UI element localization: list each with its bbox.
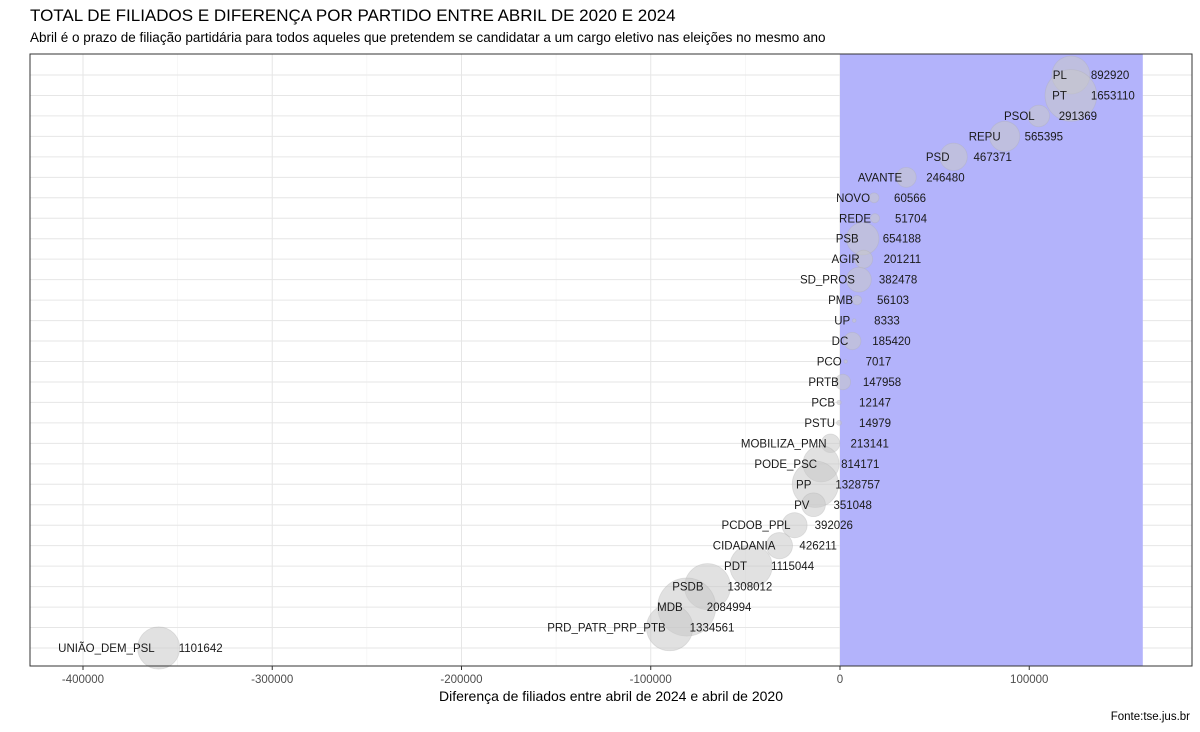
- x-tick-label: 100000: [1010, 674, 1048, 686]
- party-label-PSOL: PSOL: [1004, 111, 1035, 123]
- party-label-AVANTE: AVANTE: [858, 172, 903, 184]
- party-label-PSTU: PSTU: [804, 418, 835, 430]
- x-tick-label: -100000: [630, 674, 672, 686]
- party-label-PRD_PATR_PRP_PTB: PRD_PATR_PRP_PTB: [547, 623, 666, 635]
- party-label-REDE: REDE: [839, 213, 871, 225]
- total-label-MOBILIZA_PMN: 213141: [851, 438, 889, 450]
- bubble-layer: [137, 55, 1098, 670]
- bubble-AVANTE: [895, 166, 917, 188]
- party-label-SD_PROS: SD_PROS: [800, 275, 855, 287]
- party-label-REPU: REPU: [969, 131, 1001, 143]
- party-label-PSD: PSD: [926, 152, 950, 164]
- bubble-PCO: [843, 359, 848, 364]
- bubble-PCDOB_PPL: [781, 512, 808, 539]
- party-label-PCDOB_PPL: PCDOB_PPL: [722, 520, 792, 532]
- party-label-PL: PL: [1053, 70, 1068, 82]
- highlight-band: [839, 54, 1143, 666]
- bubble-UP: [851, 318, 857, 323]
- party-label-PRTB: PRTB: [808, 377, 839, 389]
- bubble-REPU: [989, 120, 1021, 152]
- x-tick-label: -400000: [62, 674, 104, 686]
- total-label-PSTU: 14979: [859, 418, 891, 430]
- party-label-PV: PV: [794, 500, 810, 512]
- party-label-DC: DC: [832, 336, 849, 348]
- total-label-PL: 892920: [1091, 70, 1129, 82]
- party-label-PT: PT: [1052, 90, 1067, 102]
- bubble-PSTU: [836, 420, 842, 426]
- party-label-NOVO: NOVO: [836, 193, 870, 205]
- total-label-PRTB: 147958: [863, 377, 901, 389]
- x-tick-label: -200000: [440, 674, 482, 686]
- total-label-DC: 185420: [872, 336, 910, 348]
- party-label-CIDADANIA: CIDADANIA: [713, 541, 776, 553]
- total-label-NOVO: 60566: [894, 193, 926, 205]
- bubble-SD_PROS: [846, 266, 872, 293]
- panel-border: [29, 53, 1193, 667]
- total-label-PV: 351048: [833, 500, 871, 512]
- total-label-PCO: 7017: [866, 357, 892, 369]
- x-axis: -400000 -300000 -200000 -100000 0 100000: [62, 666, 1048, 686]
- bubble-NOVO: [868, 192, 880, 204]
- highlight-band-layer: [839, 54, 1143, 666]
- party-label-PDT: PDT: [724, 561, 747, 573]
- total-label-UNIÃO_DEM_PSL: 1101642: [179, 643, 223, 655]
- label-layer: PL 892920 PT 1653110 PSOL 291369 REPU 565395 PSD…: [58, 70, 1135, 655]
- bubble-UNIÃO_DEM_PSL: [137, 626, 181, 670]
- chart-subtitle: Abril é o prazo de filiação partidária p…: [30, 30, 826, 45]
- total-label-PDT: 1115044: [771, 561, 815, 573]
- x-tick-label: -300000: [251, 674, 293, 686]
- total-label-PSB: 654188: [883, 234, 921, 246]
- source-caption: Fonte:tse.jus.br: [1110, 711, 1190, 723]
- party-label-UP: UP: [834, 316, 850, 328]
- total-label-UP: 8333: [874, 316, 900, 328]
- bubble-PT: [1044, 69, 1098, 122]
- party-label-PCB: PCB: [811, 397, 835, 409]
- party-label-PP: PP: [796, 479, 812, 491]
- x-tick-label: 0: [837, 674, 843, 686]
- party-label-MOBILIZA_PMN: MOBILIZA_PMN: [741, 438, 827, 450]
- total-label-PMB: 56103: [877, 295, 909, 307]
- total-label-REPU: 565395: [1025, 131, 1063, 143]
- total-label-AGIR: 201211: [884, 254, 922, 266]
- bubble-PSOL: [1027, 104, 1050, 128]
- total-label-PCDOB_PPL: 392026: [815, 520, 853, 532]
- bubble-PSD: [939, 142, 968, 171]
- bubble-DC: [843, 331, 862, 351]
- total-label-PODE_PSC: 814171: [841, 459, 879, 471]
- party-label-PMB: PMB: [828, 295, 853, 307]
- chart-title: TOTAL DE FILIADOS E DIFERENÇA POR PARTID…: [30, 6, 676, 25]
- total-label-PP: 1328757: [835, 479, 880, 491]
- total-label-PRD_PATR_PRP_PTB: 1334561: [690, 623, 735, 635]
- x-axis-label: Diferença de filiados entre abril de 202…: [438, 688, 783, 704]
- party-label-PSDB: PSDB: [672, 582, 704, 594]
- party-label-UNIÃO_DEM_PSL: UNIÃO_DEM_PSL: [58, 642, 155, 655]
- bubble-PV: [801, 492, 826, 518]
- total-label-CIDADANIA: 426211: [799, 541, 837, 553]
- total-label-PSD: 467371: [974, 152, 1012, 164]
- total-label-PSOL: 291369: [1059, 111, 1097, 123]
- total-label-PT: 1653110: [1091, 90, 1135, 102]
- total-label-AVANTE: 246480: [926, 172, 964, 184]
- total-label-REDE: 51704: [895, 213, 928, 225]
- bubble-REDE: [870, 213, 880, 224]
- total-label-PCB: 12147: [859, 397, 891, 409]
- party-label-PSB: PSB: [836, 234, 859, 246]
- total-label-PSDB: 1308012: [728, 582, 773, 594]
- bubble-PRTB: [834, 373, 851, 391]
- bubble-PDT: [729, 544, 773, 588]
- total-label-MDB: 2084994: [707, 602, 752, 614]
- bubble-PCB: [836, 399, 842, 406]
- party-label-AGIR: AGIR: [832, 254, 860, 266]
- party-label-PODE_PSC: PODE_PSC: [754, 459, 817, 471]
- total-label-SD_PROS: 382478: [879, 275, 917, 287]
- bubble-PRD_PATR_PRP_PTB: [646, 603, 694, 652]
- party-label-PCO: PCO: [817, 357, 842, 369]
- party-label-MDB: MDB: [657, 602, 683, 614]
- bubble-CIDADANIA: [765, 532, 793, 560]
- bubble-PMB: [851, 294, 863, 306]
